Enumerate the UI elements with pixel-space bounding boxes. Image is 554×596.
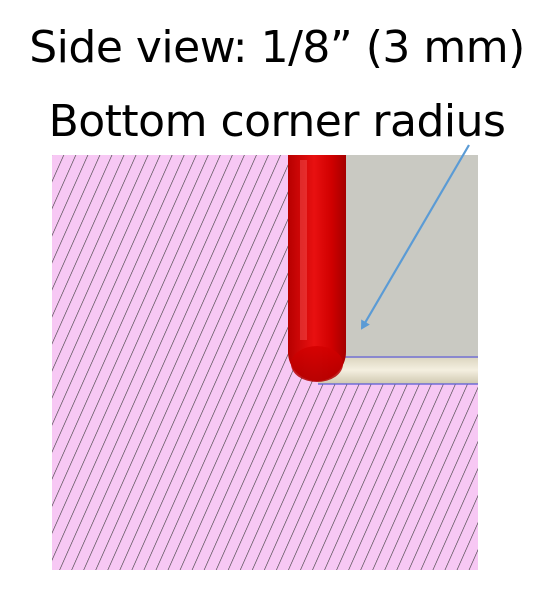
title-line-2: Bottom corner radius (48, 96, 506, 147)
tool-highlight (300, 160, 307, 340)
tool-tip-shade (291, 346, 343, 382)
ball-end-mill-tool (288, 155, 346, 381)
pointer-arrow (360, 144, 470, 330)
title-line-1: Side view: 1/8” (3 mm) (29, 22, 525, 73)
